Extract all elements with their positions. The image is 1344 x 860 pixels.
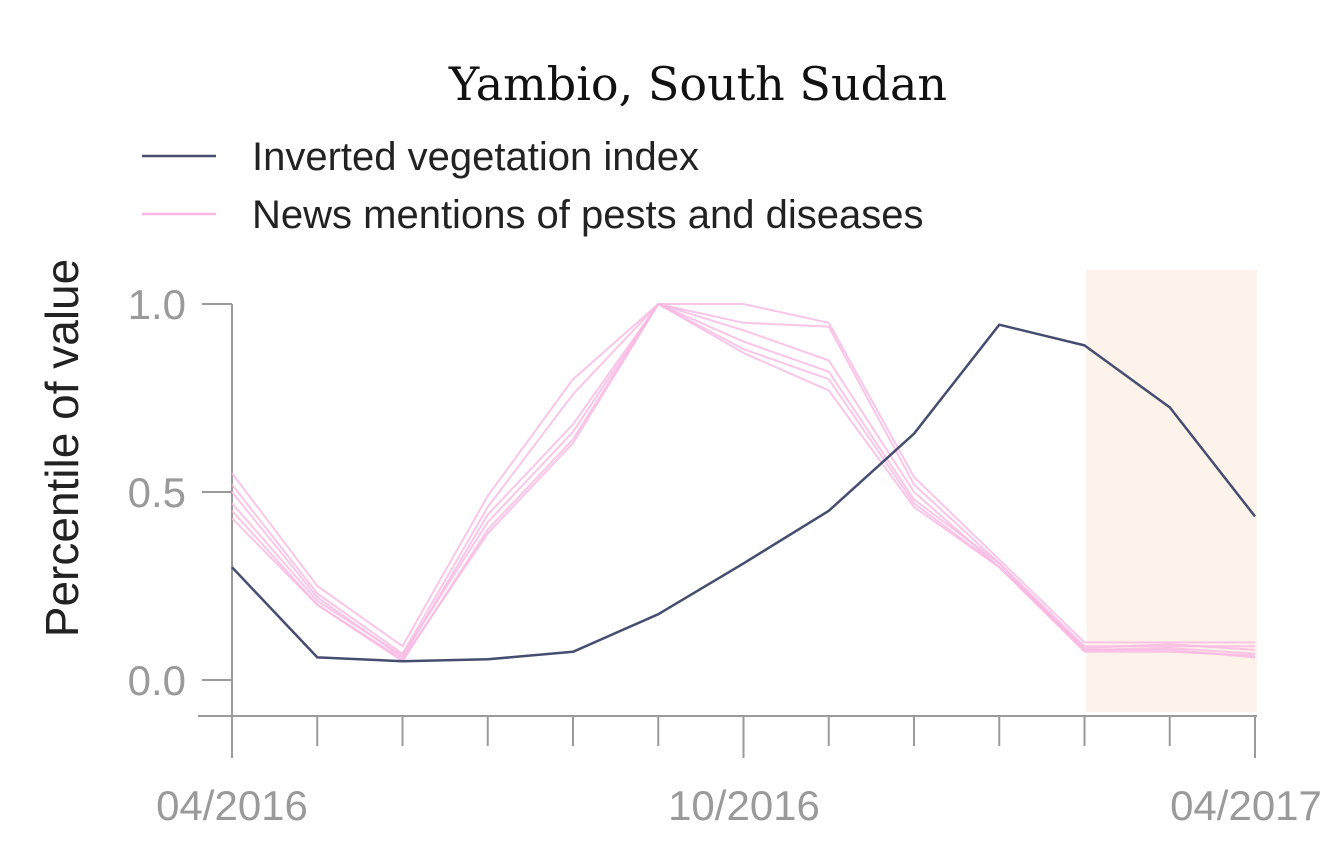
x-tick-label-04-2016: 04/2016 [156, 782, 308, 829]
series-line-news-3 [231, 303, 1256, 659]
x-tick-label-10-2016: 10/2016 [668, 782, 820, 829]
y-ticks [202, 303, 232, 681]
legend-label-vegetation: Inverted vegetation index [252, 135, 699, 179]
series-layer [231, 303, 1256, 663]
x-ticks [231, 716, 1256, 758]
series-line-news-2 [231, 303, 1255, 655]
y-tick-label-0: 0.0 [128, 657, 186, 704]
y-axis-label: Percentile of value [36, 259, 88, 637]
series-line-vegetation [231, 323, 1256, 663]
y-tick-label-0-5: 0.5 [128, 469, 186, 516]
chart-title: Yambio, South Sudan [448, 57, 947, 111]
legend-label-news: News mentions of pests and diseases [252, 193, 923, 237]
series-line-news-1 [231, 303, 1255, 648]
x-tick-label-04-2017: 04/2017 [1170, 782, 1322, 829]
y-tick-label-1: 1.0 [128, 281, 186, 328]
highlight-region [1086, 270, 1257, 712]
series-line-news-6 [231, 303, 1256, 661]
legend: Inverted vegetation index News mentions … [142, 135, 923, 237]
